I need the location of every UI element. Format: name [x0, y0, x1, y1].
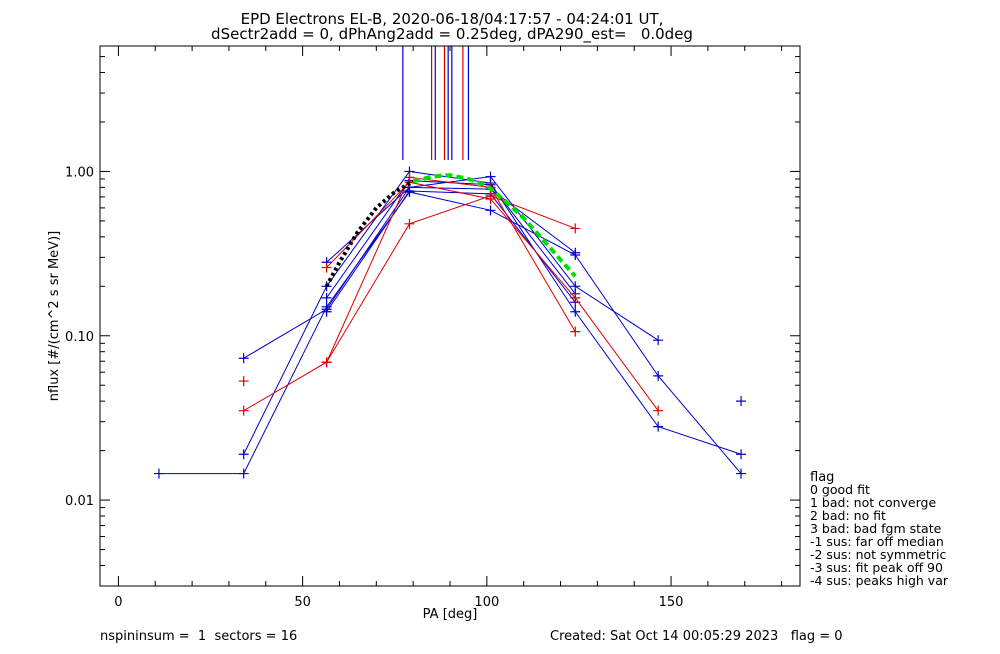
data-point-marker: [485, 205, 496, 216]
peak-markers: [402, 46, 470, 160]
x-axis-label: PA [deg]: [423, 607, 478, 622]
axes: 0 50 100 150 0.01 0.10 1.00: [65, 46, 800, 610]
legend-item: -3 sus: fit peak off 90: [810, 560, 943, 575]
data-point-marker: [653, 335, 664, 346]
legend-item: -1 sus: far off median: [810, 534, 944, 549]
series-line: [326, 176, 576, 363]
data-point-marker: [321, 262, 332, 273]
x-tick-label: 0: [114, 595, 122, 610]
x-tick-label: 100: [474, 595, 499, 610]
fit-curve: [412, 173, 577, 278]
data-point-marker: [570, 292, 581, 303]
data-point-marker: [653, 370, 664, 381]
data-point-marker: [570, 247, 581, 258]
chart-title: EPD Electrons EL-B, 2020-06-18/04:17:57 …: [241, 10, 664, 28]
chart-subtitle: dSectr2add = 0, dPhAng2add = 0.25deg, dP…: [211, 25, 693, 44]
series-line: [243, 170, 742, 455]
fit-curves: [324, 173, 577, 288]
data-point-marker: [321, 292, 332, 303]
fit-curve: [324, 179, 415, 288]
data-point-marker: [485, 193, 496, 204]
data-point-marker: [736, 396, 747, 407]
y-tick-label: 1.00: [65, 165, 94, 180]
data-point-marker: [404, 218, 415, 229]
legend-item: -2 sus: not symmetric: [810, 547, 946, 562]
y-axis-label: nflux [#/(cm^2 s sr MeV)]: [47, 231, 62, 401]
data-point-marker: [321, 357, 332, 368]
data-point-marker: [570, 223, 581, 234]
series-line: [326, 180, 576, 299]
legend-title: flag: [810, 470, 834, 485]
legend-item: 3 bad: bad fgm state: [810, 521, 942, 536]
data-point-marker: [570, 326, 581, 337]
data-point-marker: [653, 421, 664, 432]
data-point-marker: [238, 376, 249, 387]
data-point-marker: [736, 449, 747, 460]
data-point-marker: [736, 468, 747, 479]
legend-item: 2 bad: no fit: [810, 508, 886, 523]
plot-frame: [99, 45, 801, 587]
footer-right: Created: Sat Oct 14 00:05:29 2023 flag =…: [550, 629, 843, 644]
data-point-marker: [238, 353, 249, 364]
legend-item: -4 sus: peaks high var: [810, 573, 949, 588]
x-tick-label: 150: [659, 595, 684, 610]
series-line: [243, 176, 659, 359]
data-point-marker: [238, 449, 249, 460]
data-point-marker: [238, 468, 249, 479]
x-tick-label: 50: [294, 595, 311, 610]
data-point-marker: [321, 306, 332, 317]
data-point-marker: [238, 405, 249, 416]
y-tick-label: 0.01: [65, 494, 94, 509]
data-point-marker: [570, 306, 581, 317]
series-line: [158, 191, 742, 475]
legend-item: 1 bad: not converge: [810, 495, 936, 510]
y-tick-label: 0.10: [65, 330, 94, 345]
data-point-marker: [153, 468, 164, 479]
data-point-marker: [404, 186, 415, 197]
legend-item: 0 good fit: [810, 482, 870, 497]
series-line: [326, 181, 659, 411]
flag-legend: flag 0 good fit 1 bad: not converge 2 ba…: [810, 470, 949, 588]
data-point-marker: [653, 405, 664, 416]
data-series: [153, 166, 747, 479]
footer-left: nspininsum = 1 sectors = 16: [100, 629, 297, 644]
